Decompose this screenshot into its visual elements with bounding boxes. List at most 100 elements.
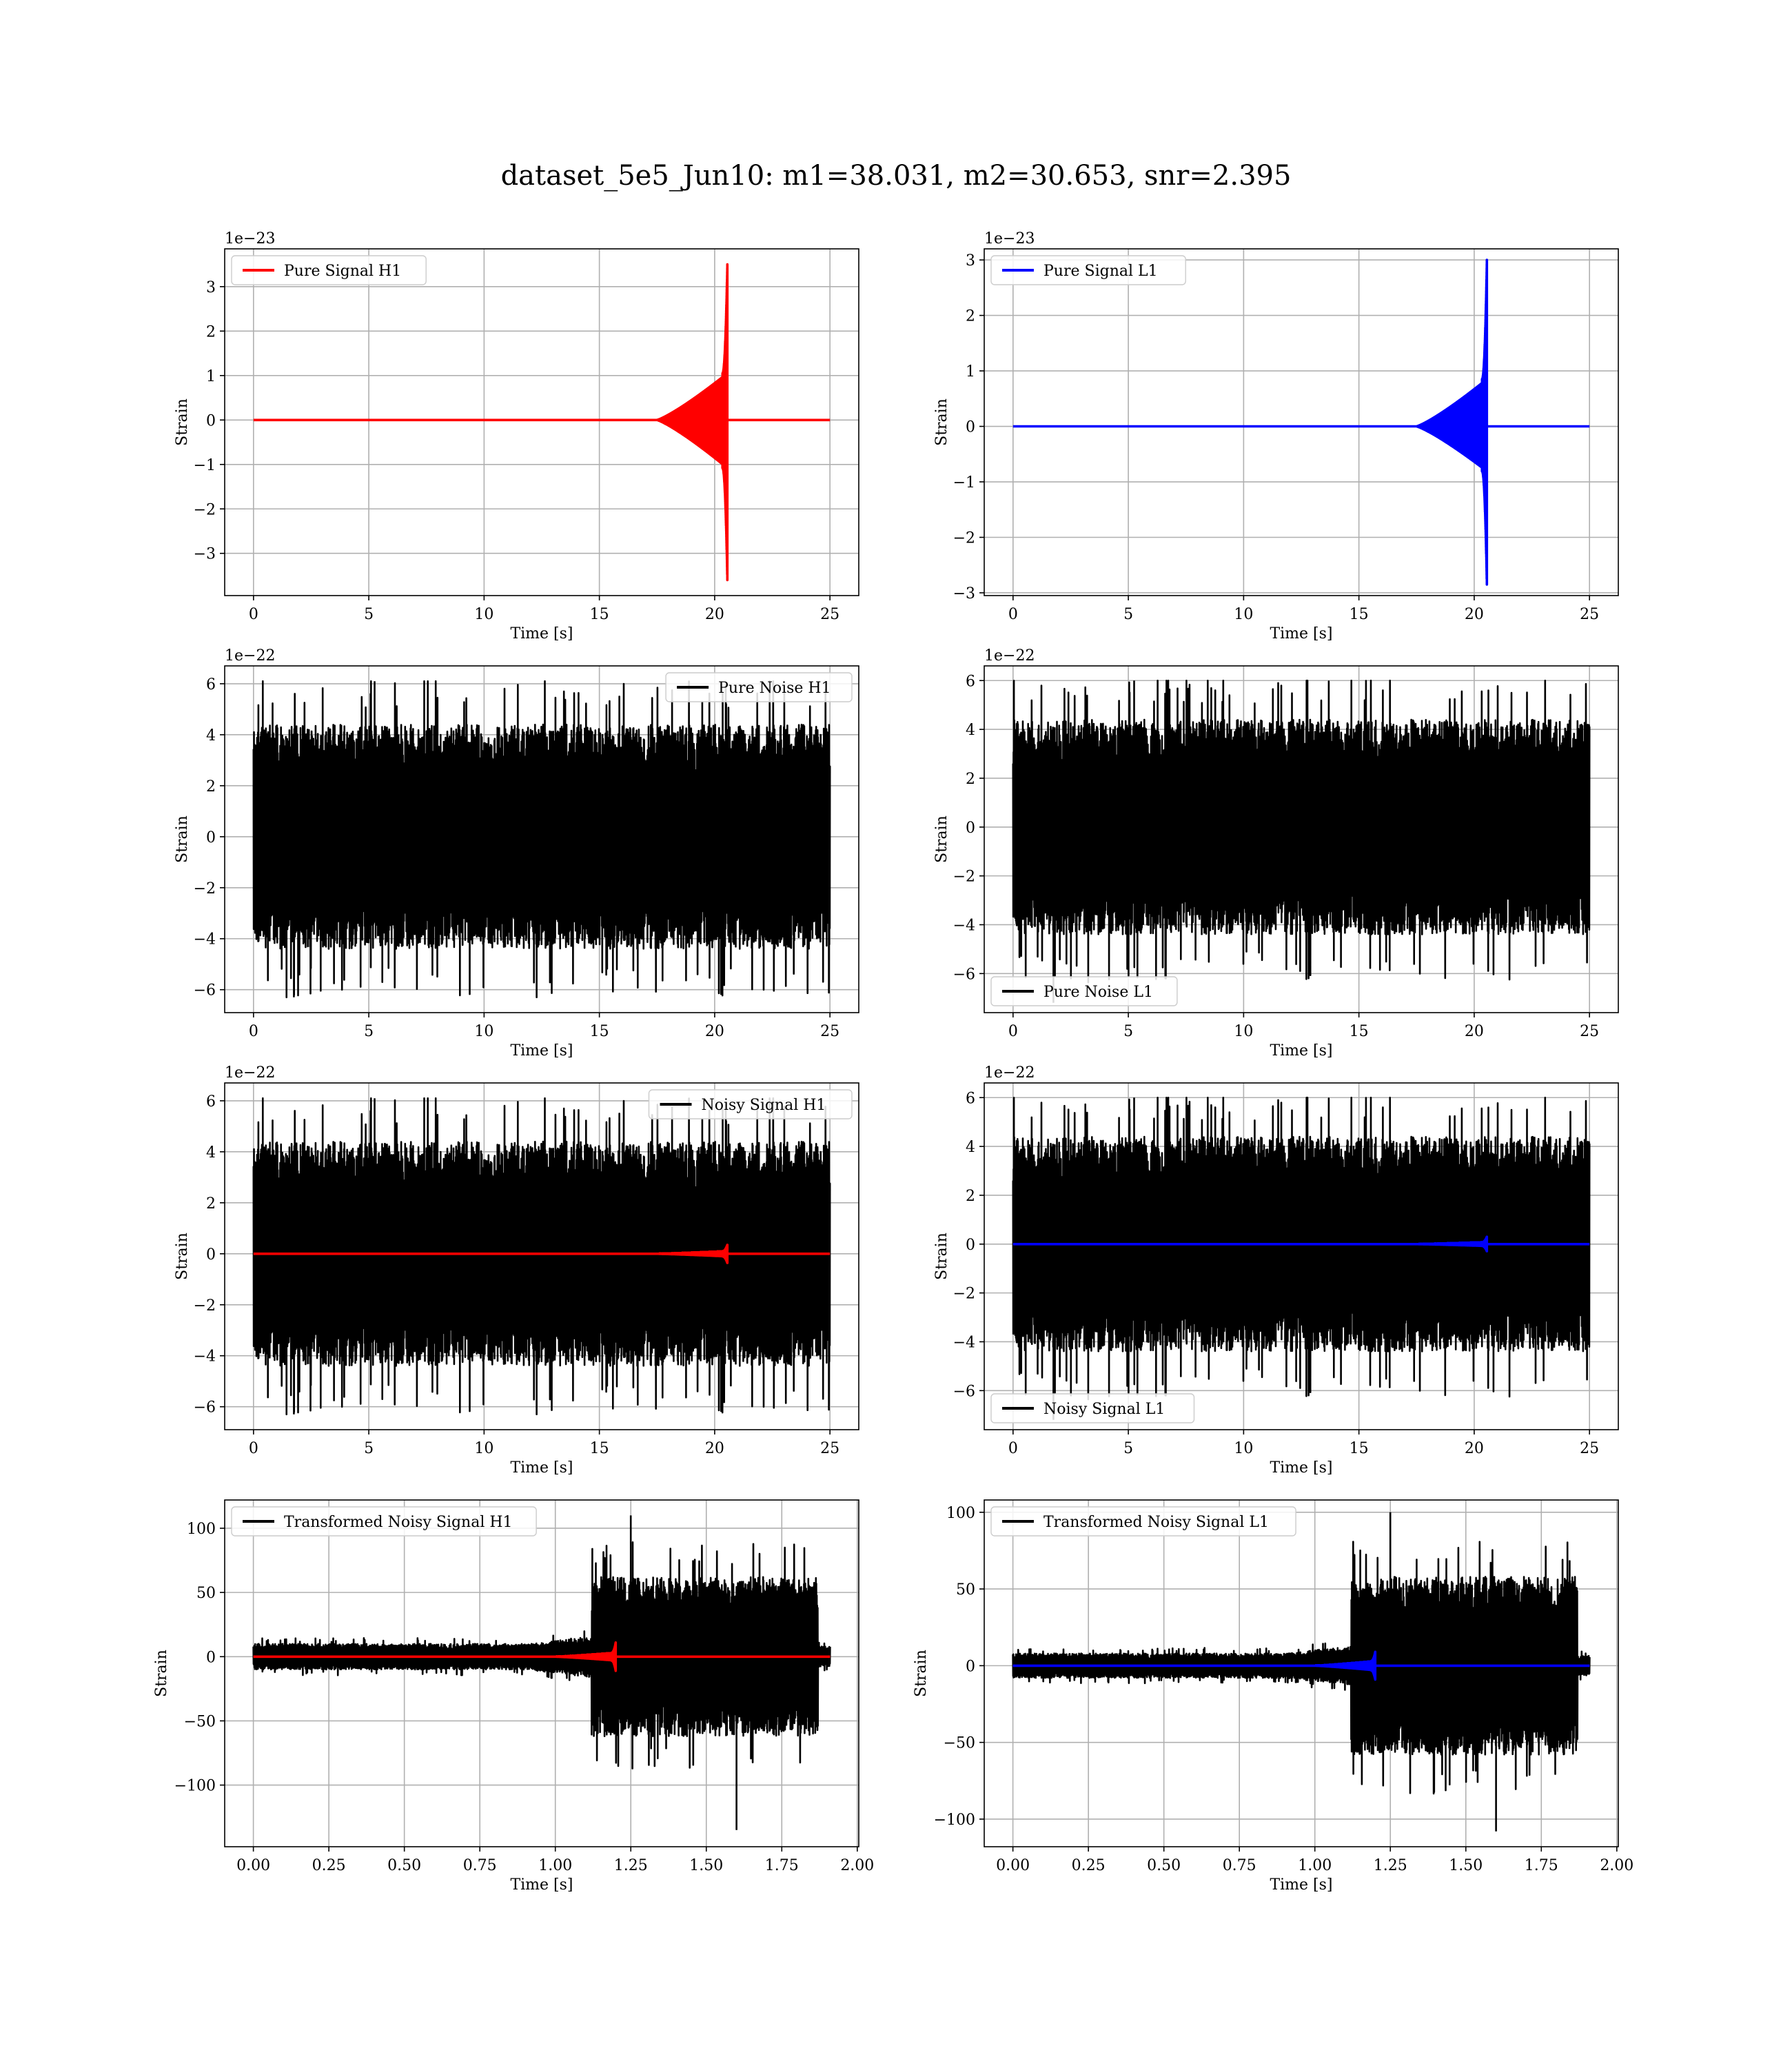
plot-area	[252, 1097, 831, 1416]
chart-noisy-signal-h1: 0 5 10 15 20 25 −6 −4 −2 0 2 4 6 Time [s] Strain 1e−22 N…	[174, 1064, 859, 1477]
x-tick-label: 15	[1350, 1440, 1369, 1457]
plot-area	[253, 263, 831, 582]
y-tick-label: 0	[966, 419, 975, 436]
y-tick-label: 4	[206, 1144, 216, 1162]
y-tick-label: 3	[206, 279, 216, 296]
offset-text: 1e−23	[225, 230, 275, 247]
x-tick-label: 5	[364, 606, 374, 623]
y-axis-label: Strain	[933, 398, 950, 446]
plot-area	[1012, 1097, 1591, 1420]
series-line-1	[1012, 1650, 1590, 1681]
chart-pure-signal-h1: 0 5 10 15 20 25 −3 −2 −1 0 1 2 3 Time [s] Strain 1e−23 P…	[174, 230, 859, 642]
plot-area	[1012, 258, 1590, 586]
x-tick-label: 25	[1580, 606, 1599, 623]
y-tick-label: −6	[194, 1399, 216, 1417]
x-tick-label: 0.25	[312, 1857, 346, 1874]
y-tick-label: 4	[206, 727, 216, 744]
y-tick-label: −1	[953, 474, 975, 491]
y-axis-label: Strain	[174, 1233, 191, 1280]
legend: Pure Noise L1	[990, 976, 1178, 1006]
y-tick-label: 100	[187, 1521, 216, 1538]
series-line-0	[1012, 1097, 1591, 1420]
axes-frame	[984, 1082, 1619, 1430]
y-axis-label: Strain	[933, 815, 950, 863]
x-tick-label: 15	[1350, 606, 1369, 623]
y-tick-label: 0	[966, 1237, 975, 1254]
legend-box	[990, 976, 1178, 1006]
x-tick-label: 0.50	[387, 1857, 421, 1874]
legend: Transformed Noisy Signal H1	[231, 1506, 537, 1537]
x-tick-label: 0	[1008, 1440, 1018, 1457]
figure-title: dataset_5e5_Jun10: m1=38.031, m2=30.653,…	[501, 160, 1292, 192]
y-tick-label: −100	[934, 1812, 975, 1829]
axes-frame	[224, 1499, 859, 1847]
x-tick-label: 1.00	[1298, 1857, 1332, 1874]
offset-text: 1e−22	[984, 647, 1035, 665]
legend-box	[990, 1393, 1195, 1423]
y-axis-label: Strain	[933, 1233, 950, 1280]
chart-pure-noise-h1: 0 5 10 15 20 25 −6 −4 −2 0 2 4 6 Time [s] Strain 1e−22 P…	[174, 647, 859, 1060]
y-tick-label: −3	[194, 546, 216, 563]
chart-pure-noise-l1: 0 5 10 15 20 25 −6 −4 −2 0 2 4 6 Time [s] Strain 1e−22 P…	[933, 647, 1619, 1060]
y-tick-label: 3	[966, 252, 975, 270]
series-line-1	[253, 1244, 831, 1264]
y-tick-label: 0	[206, 1649, 216, 1666]
y-tick-label: 4	[966, 1139, 975, 1156]
x-tick-label: 1.25	[614, 1857, 648, 1874]
x-axis-label: Time [s]	[510, 1459, 573, 1477]
x-tick-label: 25	[820, 1023, 839, 1040]
axes-frame	[984, 665, 1619, 1013]
y-tick-label: −2	[194, 501, 216, 518]
legend: Noisy Signal H1	[648, 1089, 853, 1119]
x-tick-label: 0.00	[236, 1857, 270, 1874]
y-tick-label: 2	[966, 771, 975, 788]
x-tick-label: 0.00	[996, 1857, 1030, 1874]
y-tick-label: −4	[953, 1334, 975, 1351]
x-tick-label: 1.50	[689, 1857, 723, 1874]
y-tick-label: −2	[953, 869, 975, 886]
x-tick-label: 0.25	[1072, 1857, 1106, 1874]
x-tick-label: 25	[1580, 1023, 1599, 1040]
series-line-0	[1012, 1512, 1591, 1832]
legend: Pure Signal L1	[990, 255, 1186, 285]
x-axis-label: Time [s]	[510, 625, 573, 642]
x-axis-label: Time [s]	[1270, 1876, 1332, 1894]
x-tick-label: 15	[1350, 1023, 1369, 1040]
x-tick-label: 10	[474, 1023, 493, 1040]
chart-transformed-noisy-signal-l1: 0.00 0.25 0.50 0.75 1.00 1.25 1.50 1.75 2.00 −100…	[913, 1499, 1633, 1894]
x-axis-label: Time [s]	[510, 1876, 573, 1894]
x-tick-label: 10	[1234, 1440, 1253, 1457]
plot-area	[252, 1515, 831, 1830]
y-tick-label: 1	[966, 363, 975, 381]
x-tick-label: 20	[705, 606, 724, 623]
y-tick-label: −4	[194, 931, 216, 949]
legend-label: Pure Signal L1	[1043, 263, 1158, 280]
x-tick-label: 5	[364, 1023, 374, 1040]
series-line-0	[252, 1515, 831, 1830]
x-tick-label: 0	[1008, 1023, 1018, 1040]
legend-box	[648, 1089, 853, 1119]
legend-box	[990, 1506, 1296, 1537]
y-tick-label: 4	[966, 722, 975, 739]
chart-pure-signal-l1: 0 5 10 15 20 25 −3 −2 −1 0 1 2 3 Time [s] Strain 1e−23 P…	[933, 230, 1619, 642]
x-axis-label: Time [s]	[1270, 1042, 1332, 1060]
x-tick-label: 0.75	[1223, 1857, 1256, 1874]
y-tick-label: 0	[206, 829, 216, 847]
x-tick-label: 10	[1234, 606, 1253, 623]
y-tick-label: −6	[194, 982, 216, 1000]
x-tick-label: 5	[364, 1440, 374, 1457]
y-tick-label: 50	[956, 1581, 975, 1599]
x-tick-label: 10	[474, 606, 493, 623]
x-tick-label: 25	[820, 606, 839, 623]
x-tick-label: 2.00	[840, 1857, 874, 1874]
y-tick-label: 1	[206, 368, 216, 385]
x-tick-label: 1.50	[1449, 1857, 1483, 1874]
x-tick-label: 20	[705, 1023, 724, 1040]
legend-label: Pure Signal H1	[284, 263, 401, 280]
series-line-0	[252, 680, 831, 999]
offset-text: 1e−22	[225, 1064, 275, 1082]
legend-label: Noisy Signal L1	[1043, 1401, 1165, 1418]
y-tick-label: 6	[966, 1090, 975, 1107]
legend: Pure Signal H1	[231, 255, 427, 285]
